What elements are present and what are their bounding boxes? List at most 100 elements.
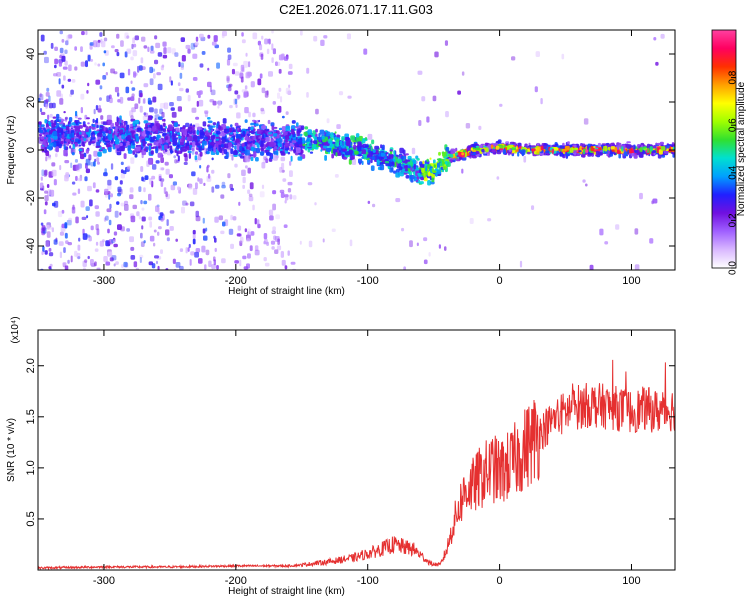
signal-cell — [370, 146, 373, 152]
signal-cell — [48, 145, 52, 151]
signal-cell — [295, 147, 301, 153]
noise-speckle — [54, 64, 57, 69]
signal-cell — [273, 133, 278, 137]
noise-speckle — [199, 178, 203, 184]
spectrogram-heatmap — [38, 30, 675, 276]
noise-speckle — [181, 206, 185, 214]
signal-cell — [495, 145, 500, 150]
signal-cell — [259, 151, 265, 156]
noise-speckle — [60, 93, 63, 99]
noise-speckle — [660, 33, 665, 39]
signal-cell — [78, 148, 83, 152]
noise-speckle — [286, 270, 289, 276]
signal-cell — [126, 129, 129, 135]
signal-cell — [297, 138, 303, 145]
signal-cell — [355, 133, 360, 138]
noise-speckle — [112, 238, 116, 243]
colorbar-tick-label: 0.2 — [728, 213, 739, 227]
signal-cell — [583, 145, 586, 148]
signal-cell — [126, 124, 130, 131]
signal-cell — [389, 151, 393, 155]
signal-cell — [370, 158, 373, 164]
signal-cell — [123, 153, 127, 159]
signal-cell — [438, 151, 441, 156]
noise-speckle — [280, 156, 286, 162]
noise-speckle — [59, 231, 64, 236]
noise-speckle — [130, 157, 135, 164]
noise-speckle — [105, 261, 111, 266]
noise-speckle — [93, 108, 96, 115]
signal-cell — [306, 136, 310, 142]
noise-speckle — [204, 110, 209, 114]
noise-speckle — [426, 116, 430, 123]
noise-speckle — [434, 51, 439, 58]
signal-cell — [187, 126, 193, 132]
signal-cell — [89, 128, 92, 133]
signal-cell — [614, 147, 618, 153]
signal-cell — [291, 140, 297, 144]
noise-speckle — [214, 237, 217, 243]
noise-speckle — [287, 90, 292, 95]
signal-cell — [660, 146, 666, 151]
noise-speckle — [102, 239, 105, 243]
signal-cell — [279, 138, 283, 143]
noise-speckle — [289, 160, 292, 166]
signal-cell — [114, 121, 120, 126]
noise-speckle — [179, 72, 183, 79]
signal-cell — [174, 149, 178, 153]
spectrogram-ytick-label: -20 — [25, 190, 37, 206]
signal-cell — [281, 151, 285, 154]
noise-speckle — [199, 63, 204, 68]
noise-speckle — [82, 233, 88, 240]
noise-speckle — [272, 226, 276, 231]
signal-cell — [193, 135, 198, 140]
signal-cell — [276, 138, 281, 144]
noise-speckle — [111, 45, 115, 49]
signal-cell — [103, 142, 107, 145]
snr-xtick-label: 0 — [497, 575, 503, 587]
noise-speckle — [113, 231, 118, 236]
noise-speckle — [423, 259, 428, 265]
noise-speckle — [149, 221, 152, 228]
signal-cell — [265, 158, 269, 164]
signal-cell — [228, 127, 232, 133]
snr-ytick-label: 1.0 — [25, 460, 37, 475]
noise-speckle — [173, 155, 176, 159]
signal-cell — [233, 150, 238, 156]
signal-cell — [416, 158, 420, 161]
signal-cell — [436, 158, 441, 161]
signal-cell — [475, 145, 480, 148]
noise-speckle — [131, 43, 134, 50]
noise-speckle — [161, 111, 165, 118]
signal-cell — [255, 157, 259, 162]
signal-cell — [402, 149, 406, 155]
signal-cell — [68, 117, 73, 122]
signal-cell — [297, 156, 303, 161]
noise-speckle — [85, 30, 88, 36]
noise-speckle — [165, 168, 170, 175]
noise-speckle — [234, 71, 240, 76]
noise-speckle — [141, 176, 144, 182]
noise-speckle — [279, 166, 283, 173]
noise-speckle — [45, 156, 48, 162]
signal-cell — [281, 126, 287, 132]
signal-cell — [205, 134, 210, 137]
noise-speckle — [249, 182, 254, 190]
signal-cell — [293, 148, 296, 154]
noise-speckle — [239, 259, 242, 267]
noise-speckle — [188, 243, 191, 248]
signal-cell — [70, 130, 75, 134]
noise-speckle — [272, 101, 276, 105]
noise-speckle — [129, 236, 134, 243]
signal-cell — [385, 152, 389, 155]
signal-cell — [102, 135, 106, 142]
noise-speckle — [155, 160, 160, 164]
noise-speckle — [346, 33, 351, 40]
signal-cell — [659, 141, 664, 145]
signal-cell — [313, 140, 318, 145]
noise-speckle — [157, 265, 160, 270]
signal-cell — [407, 155, 412, 160]
noise-speckle — [198, 90, 203, 95]
signal-cell — [84, 133, 87, 139]
noise-speckle — [136, 211, 140, 217]
